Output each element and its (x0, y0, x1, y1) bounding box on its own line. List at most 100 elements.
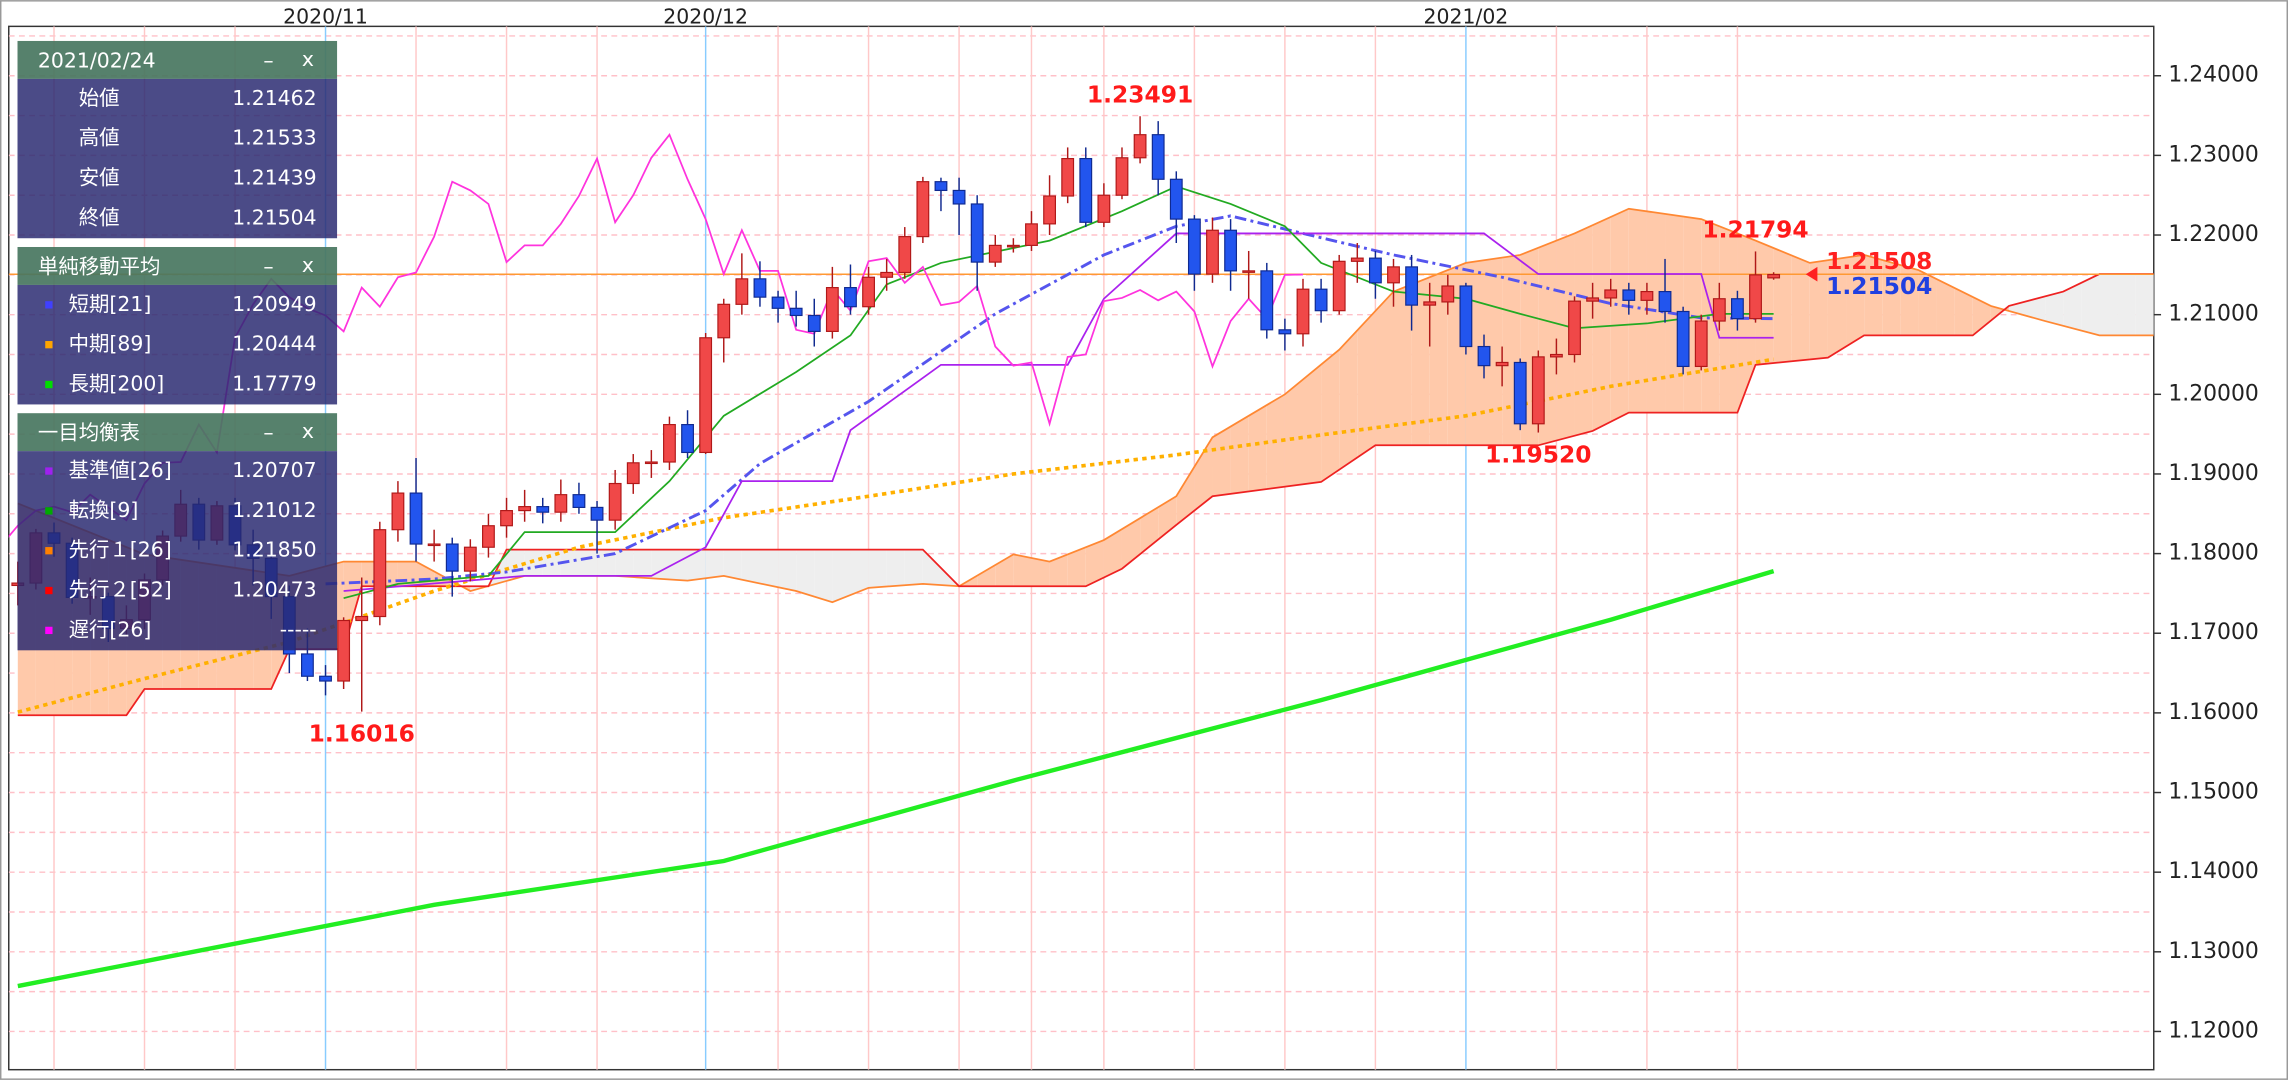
cloud-fill (1158, 496, 1177, 540)
legend-swatch (45, 586, 53, 595)
cloud-fill (633, 549, 652, 579)
panel-label: 先行１[26] (69, 538, 172, 562)
candle-body (663, 423, 676, 463)
y-tick-label: 1.19000 (2168, 461, 2258, 486)
cloud-fill (886, 549, 905, 587)
cloud-fill (1284, 379, 1303, 487)
candle-body (1224, 229, 1238, 272)
cloud-fill (2081, 274, 2100, 336)
candle-body (1006, 244, 1020, 248)
panel-minimize[interactable]: – (263, 254, 273, 278)
cloud-fill (1302, 364, 1322, 485)
panel-body (17, 284, 338, 405)
indicator-line (325, 214, 1774, 586)
cloud-fill (1628, 208, 1647, 413)
cloud-fill (1936, 279, 1955, 336)
candle-body (699, 337, 713, 454)
candle-body (735, 278, 749, 305)
cloud-fill (2045, 291, 2064, 326)
candle-body (1097, 194, 1111, 223)
candle-body (391, 492, 405, 531)
candle-body (681, 423, 694, 454)
panel-label: 転換[9] (69, 498, 139, 522)
candle-body (825, 287, 839, 332)
candle-body (1079, 157, 1093, 223)
cloud-fill (832, 549, 851, 603)
candle-body (1405, 266, 1419, 306)
cloud-fill (1846, 254, 1865, 347)
legend-swatch (45, 380, 53, 389)
cloud-fill (1103, 529, 1122, 578)
extreme-label: 1.16016 (309, 719, 415, 747)
panel-body (17, 451, 338, 651)
panel-minimize[interactable]: – (263, 421, 273, 445)
cloud-fill (1013, 554, 1032, 587)
cloud-fill (1918, 270, 1937, 336)
candle-body (1513, 361, 1527, 425)
candle-body (301, 653, 314, 677)
panel-label: 長期[200] (69, 372, 165, 396)
legend-swatch (45, 301, 53, 309)
candle-body (572, 494, 586, 508)
panel-minimize[interactable]: – (263, 48, 273, 72)
y-tick-label: 1.23000 (2168, 142, 2258, 167)
panel-header (17, 40, 338, 79)
candle-body (644, 461, 658, 465)
panel-value: 1.20473 (232, 578, 316, 602)
candle-body (1314, 288, 1328, 312)
candle-body (1187, 218, 1201, 275)
cloud-fill (1176, 466, 1195, 525)
cloud-fill (1954, 287, 1973, 336)
candle-body (518, 506, 532, 512)
candle-body (1151, 134, 1165, 180)
cloud-fill (1791, 255, 1810, 362)
candle-body (1043, 195, 1056, 225)
candle-body (898, 236, 912, 274)
x-tick-label: 2020/12 (663, 5, 748, 29)
panel-title: 2021/02/24 (38, 48, 156, 72)
plot-layer (8, 26, 2154, 1070)
panel-close[interactable]: x (302, 253, 314, 277)
price-label: 1.21508 (1826, 247, 1932, 275)
indicator-line (17, 569, 1775, 989)
cloud-fill (1375, 291, 1394, 446)
cloud-fill (560, 549, 579, 576)
cloud-fill (1085, 540, 1104, 587)
panel-value: 1.20444 (232, 332, 316, 356)
candle-body (1278, 329, 1292, 335)
candle-body (952, 189, 966, 205)
candle-body (1676, 310, 1690, 368)
cloud-fill (1900, 265, 1919, 336)
panel-label: 安値 (79, 165, 120, 189)
candle-body (319, 675, 332, 682)
legend-swatch (45, 467, 53, 475)
candle-body (373, 529, 387, 618)
y-tick-label: 1.17000 (2168, 620, 2258, 645)
extreme-label: 1.19520 (1485, 440, 1591, 468)
candle-body (1441, 285, 1455, 303)
cloud-fill (1990, 305, 2009, 321)
candle-body (1767, 273, 1781, 279)
cloud-fill (1321, 349, 1340, 482)
candle-body (1586, 297, 1600, 302)
panel-value: 1.20949 (232, 292, 316, 316)
candle-body (1622, 289, 1636, 301)
candle-body (1712, 298, 1726, 322)
cloud-fill (723, 549, 742, 580)
cloud-fill (1574, 225, 1593, 436)
y-tick-label: 1.22000 (2168, 222, 2258, 247)
cloud-fill (1755, 240, 1774, 365)
candle-body (355, 615, 369, 622)
candle-body (1242, 270, 1256, 273)
candle-body (789, 307, 803, 317)
candle-body (1423, 301, 1437, 306)
cloud-fill (995, 554, 1014, 587)
panel-title: 単純移動平均 (38, 254, 160, 278)
panel-close[interactable]: x (302, 419, 314, 443)
panel-close[interactable]: x (302, 47, 314, 71)
cloud-fill (2063, 282, 2082, 331)
cloud-fill (759, 549, 779, 588)
panel-value: 1.17779 (232, 372, 316, 396)
candle-body (554, 494, 568, 513)
